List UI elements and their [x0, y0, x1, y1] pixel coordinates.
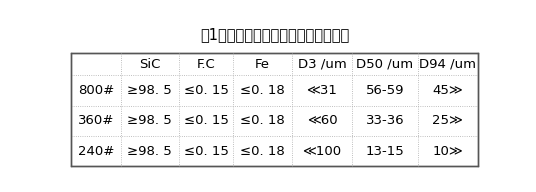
Text: 360#: 360# — [78, 114, 114, 127]
Text: ≤0. 15: ≤0. 15 — [184, 114, 228, 127]
Text: 13-15: 13-15 — [366, 145, 404, 158]
Text: 10≫: 10≫ — [433, 145, 463, 158]
Text: D94 /um: D94 /um — [419, 58, 477, 70]
Text: ≤0. 15: ≤0. 15 — [184, 145, 228, 158]
Text: ≥98. 5: ≥98. 5 — [128, 114, 172, 127]
Text: Fe: Fe — [255, 58, 270, 70]
Bar — [71, 53, 478, 166]
Text: 33-36: 33-36 — [366, 114, 404, 127]
Text: SiC: SiC — [139, 58, 161, 70]
Text: ≤0. 18: ≤0. 18 — [240, 114, 285, 127]
Text: ≤0. 18: ≤0. 18 — [240, 145, 285, 158]
Text: 800#: 800# — [78, 84, 114, 97]
Text: D50 /um: D50 /um — [356, 58, 413, 70]
Text: ≤0. 18: ≤0. 18 — [240, 84, 285, 97]
Text: 56-59: 56-59 — [366, 84, 404, 97]
Text: 45≫: 45≫ — [433, 84, 463, 97]
Text: ≤0. 15: ≤0. 15 — [184, 84, 228, 97]
Text: 表1各型号碳化硅产品的性能测试结果: 表1各型号碳化硅产品的性能测试结果 — [200, 27, 349, 42]
Text: 25≫: 25≫ — [433, 114, 463, 127]
Text: D3 /um: D3 /um — [297, 58, 346, 70]
Text: ≥98. 5: ≥98. 5 — [128, 145, 172, 158]
Text: ≥98. 5: ≥98. 5 — [128, 84, 172, 97]
Text: 240#: 240# — [78, 145, 114, 158]
Text: F.C: F.C — [197, 58, 215, 70]
Text: ≪60: ≪60 — [307, 114, 337, 127]
Text: ≪100: ≪100 — [302, 145, 341, 158]
Text: ≪31: ≪31 — [307, 84, 337, 97]
